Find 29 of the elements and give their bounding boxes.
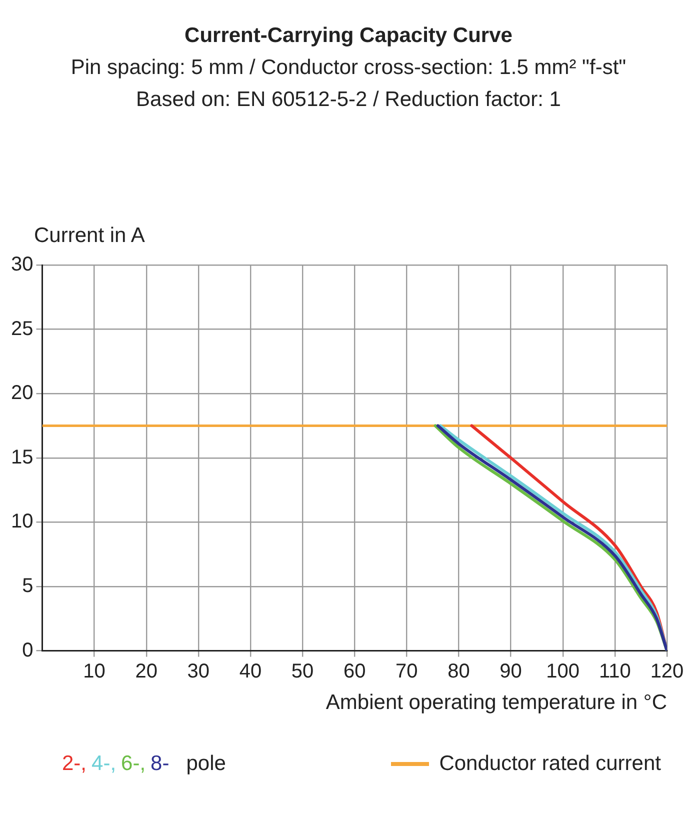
x-tick-label: 100 (546, 660, 580, 682)
legend-label: Conductor rated current (439, 752, 661, 776)
x-axis-title: Ambient operating temperature in °C (326, 691, 667, 714)
x-tick-label: 50 (291, 660, 314, 682)
x-tick-label: 40 (239, 660, 262, 682)
x-tick-label: 110 (598, 660, 631, 682)
y-tick-label: 20 (10, 382, 34, 404)
y-tick-label: 10 (10, 510, 34, 533)
y-tick-label: 25 (10, 318, 34, 340)
text: 4-, (92, 752, 116, 775)
y-axis-title: Current in A (34, 224, 146, 248)
legend-title: pole (186, 752, 226, 775)
x-tick-label: 80 (448, 660, 470, 682)
x-tick-label: 70 (396, 660, 418, 682)
x-tick-label: 90 (500, 660, 522, 682)
y-tick-label: 30 (10, 254, 34, 276)
text: 2-, (62, 752, 87, 775)
x-tick-label: 60 (344, 660, 366, 682)
y-tick-label: 5 (22, 575, 34, 598)
x-tick-label: 30 (187, 660, 210, 682)
x-tick-label: 120 (650, 660, 684, 682)
text: 6-, (121, 752, 146, 775)
chart-title: Current-Carrying Capacity Curve (184, 24, 514, 48)
text: 8- (150, 752, 170, 775)
y-tick-label: 15 (10, 446, 34, 468)
x-tick-label: 10 (83, 660, 106, 682)
x-tick-label: 20 (135, 660, 158, 682)
chart-subtitle: Pin spacing: 5 mm / Conductor cross-section: 1.5 mm² "f-st" Based on: EN 60512-5-2 / Reduction factor: 1 (70, 55, 628, 113)
y-tick-label: 0 (22, 639, 34, 662)
